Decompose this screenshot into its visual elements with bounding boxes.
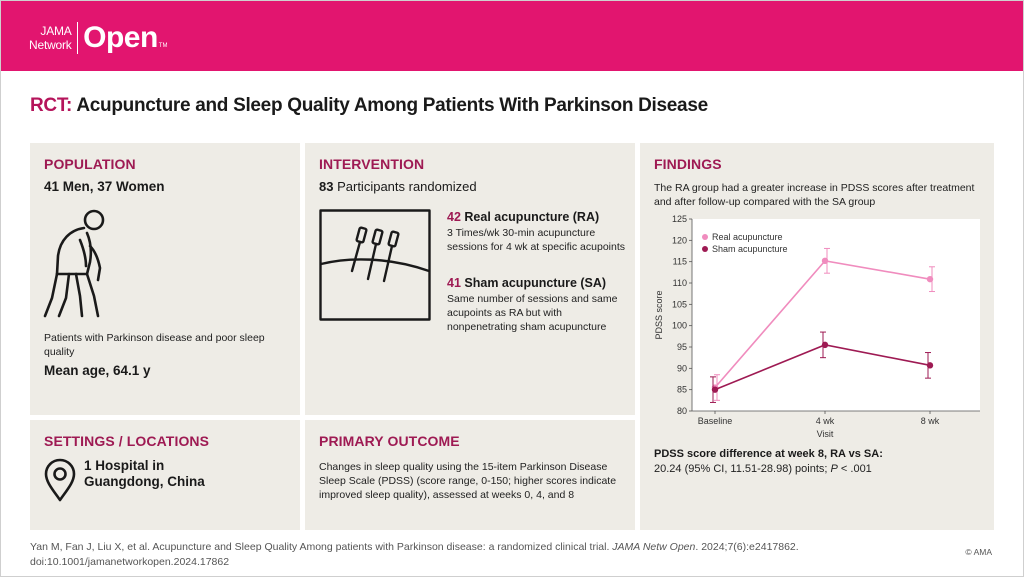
primary-outcome-panel: PRIMARY OUTCOME Changes in sleep quality… [305, 420, 635, 530]
y-tick-label: 100 [672, 321, 687, 331]
population-mean-age: Mean age, 64.1 y [44, 363, 151, 378]
intervention-heading: INTERVENTION [319, 156, 425, 172]
data-point [926, 275, 934, 283]
x-tick-label: 4 wk [816, 416, 835, 426]
data-point [711, 386, 719, 393]
intervention-panel: INTERVENTION 83 Participants randomized … [305, 143, 635, 415]
arm-sham-description: Same number of sessions and same acupoin… [447, 293, 618, 333]
arm-real-label: Real acupuncture (RA) [464, 210, 600, 224]
arm-real-acupuncture: 42 Real acupuncture (RA) 3 Times/wk 30-m… [447, 210, 627, 254]
data-point [821, 257, 829, 265]
logo-trademark: TM [158, 43, 168, 49]
population-panel: POPULATION 41 Men, 37 Women Patients wit… [30, 143, 300, 415]
diff-value-pre: 20.24 (95% CI, 11.51-28.98) points; [654, 463, 831, 475]
arm-real-description: 3 Times/wk 30-min acupuncture sessions f… [447, 227, 625, 253]
y-tick-label: 125 [672, 214, 687, 224]
randomized-line: 83 Participants randomized [319, 179, 477, 194]
logo-jama: JAMA [40, 24, 72, 38]
title-tag: RCT: [30, 95, 73, 116]
y-tick-label: 120 [672, 235, 687, 245]
y-tick-label: 95 [677, 342, 687, 352]
logo-small-text: JAMA Network [29, 24, 72, 52]
legend-label: Real acupuncture [712, 232, 783, 242]
randomized-count: 83 [319, 179, 334, 194]
citation-authors: Yan M, Fan J, Liu X, et al. Acupuncture … [30, 541, 613, 553]
settings-panel: SETTINGS / LOCATIONS 1 Hospital in Guang… [30, 420, 300, 530]
primary-outcome-heading: PRIMARY OUTCOME [319, 433, 460, 449]
arm-sham-title: 41 Sham acupuncture (SA) [447, 276, 627, 290]
randomized-text: Participants randomized [337, 179, 477, 194]
citation: Yan M, Fan J, Liu X, et al. Acupuncture … [30, 540, 830, 569]
arm-real-count: 42 [447, 210, 461, 224]
data-point [926, 362, 934, 369]
legend-label: Sham acupuncture [712, 244, 788, 254]
logo-open: Open [83, 21, 158, 54]
citation-details: . 2024;7(6):e2417862. [695, 541, 799, 553]
y-tick-label: 85 [677, 385, 687, 395]
findings-description: The RA group had a greater increase in P… [654, 182, 975, 208]
findings-panel: FINDINGS The RA group had a greater incr… [640, 143, 994, 530]
y-tick-label: 105 [672, 299, 687, 309]
primary-outcome-text: Changes in sleep quality using the 15-it… [319, 461, 617, 501]
y-axis-label: PDSS score [654, 290, 664, 339]
logo-divider [76, 22, 79, 54]
arm-sham-label: Sham acupuncture (SA) [464, 276, 607, 290]
arm-sham-acupuncture: 41 Sham acupuncture (SA) Same number of … [447, 276, 627, 334]
y-tick-label: 115 [673, 257, 687, 267]
y-tick-label: 110 [673, 278, 687, 288]
header-banner: JAMA Network Open TM [1, 1, 1023, 71]
citation-doi[interactable]: doi:10.1001/jamanetworkopen.2024.17862 [30, 555, 230, 568]
y-tick-label: 80 [677, 406, 687, 416]
findings-heading: FINDINGS [654, 156, 722, 172]
arm-real-title: 42 Real acupuncture (RA) [447, 210, 627, 224]
population-heading: POPULATION [44, 156, 136, 172]
logo-network: Network [29, 38, 72, 52]
population-description: Patients with Parkinson disease and poor… [44, 332, 265, 358]
legend-marker [702, 234, 708, 240]
x-tick-label: 8 wk [921, 416, 940, 426]
copyright: © AMA [965, 547, 992, 557]
x-axis-label: Visit [817, 429, 834, 439]
data-point [821, 341, 829, 349]
title-text: Acupuncture and Sleep Quality Among Pati… [76, 95, 708, 116]
settings-line1: 1 Hospital in [84, 458, 165, 473]
score-difference-title: PDSS score difference at week 8, RA vs S… [654, 448, 883, 460]
jama-network-open-logo[interactable]: JAMA Network Open TM [29, 21, 167, 55]
citation-journal: JAMA Netw Open [612, 541, 696, 553]
arm-sham-count: 41 [447, 276, 461, 290]
pdss-line-chart: 80 85 90 95 100 105 110 115 120 125 Baseline 4 wk 8 … [654, 214, 980, 439]
settings-line2: Guangdong, China [84, 474, 205, 489]
x-tick-label: Baseline [698, 416, 733, 426]
score-difference-value: 20.24 (95% CI, 11.51-28.98) points; P < … [654, 463, 872, 475]
acupuncture-needles-icon [319, 209, 431, 321]
settings-text: 1 Hospital in Guangdong, China [84, 458, 205, 490]
location-pin-icon [44, 458, 76, 502]
legend-marker [702, 246, 708, 252]
y-tick-label: 90 [677, 363, 687, 373]
diff-value-post: < .001 [837, 463, 872, 475]
person-stooped-icon [43, 209, 105, 318]
page-title: RCT: Acupuncture and Sleep Quality Among… [30, 95, 708, 117]
population-counts: 41 Men, 37 Women [44, 179, 165, 194]
diff-value-p: P [830, 463, 838, 475]
settings-heading: SETTINGS / LOCATIONS [44, 433, 210, 449]
